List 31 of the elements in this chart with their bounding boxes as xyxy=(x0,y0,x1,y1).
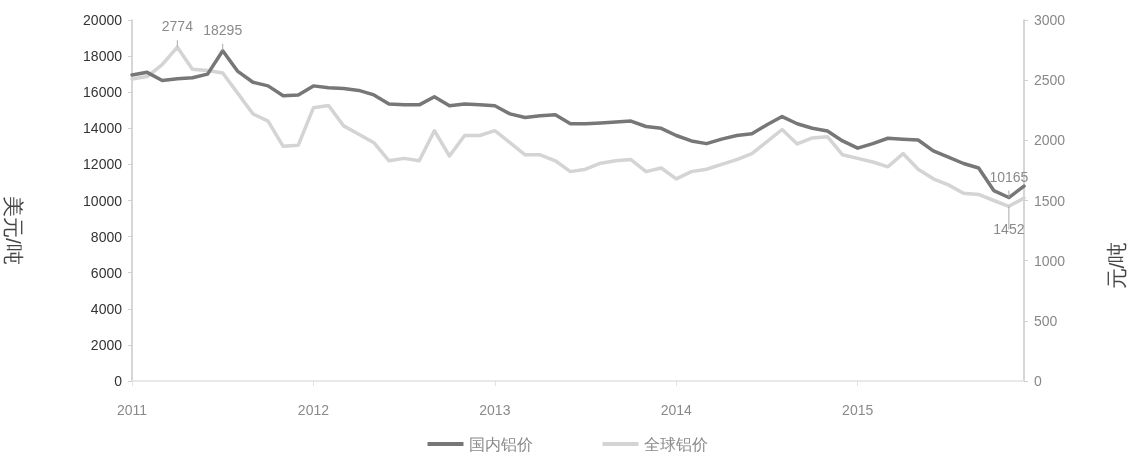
y-tick-label: 16000 xyxy=(83,84,123,101)
x-tick-label: 2014 xyxy=(660,402,693,418)
y-tick-label: 12000 xyxy=(83,156,123,173)
y2-tick-label: 2500 xyxy=(1034,72,1066,89)
y2-tick-label: 3000 xyxy=(1034,12,1066,28)
y2-tick-label: 500 xyxy=(1034,312,1058,329)
legend-label: 全球铝价 xyxy=(643,435,708,453)
y2-tick-label: 1000 xyxy=(1034,252,1066,269)
legend-label: 国内铝价 xyxy=(468,435,533,453)
data-label: 2774 xyxy=(161,18,194,35)
y-tick-label: 10000 xyxy=(83,192,123,209)
y-tick-label: 8000 xyxy=(90,228,123,245)
y-tick-label: 18000 xyxy=(83,48,123,65)
y-tick-label: 2000 xyxy=(90,336,123,353)
y2-axis-title: 元/吨 xyxy=(1105,241,1128,290)
y-tick-label: 20000 xyxy=(83,12,123,28)
data-label: 1452 xyxy=(993,221,1025,238)
y2-tick-label: 1500 xyxy=(1034,192,1066,209)
x-tick-label: 2012 xyxy=(297,402,330,418)
x-tick-label: 2013 xyxy=(479,402,511,418)
y-tick-label: 6000 xyxy=(90,264,123,281)
x-tick-label: 2011 xyxy=(116,402,148,418)
y2-tick-label: 2000 xyxy=(1034,132,1066,149)
x-tick-label: 2015 xyxy=(842,402,874,418)
y-tick-label: 14000 xyxy=(83,120,123,137)
y-tick-label: 4000 xyxy=(90,300,123,317)
y2-tick-label: 0 xyxy=(1034,373,1042,389)
data-label: 18295 xyxy=(203,21,243,38)
y-tick-label: 0 xyxy=(114,373,123,389)
data-label: 10165 xyxy=(989,168,1029,185)
y-axis-title: 美元/吨 xyxy=(2,196,25,265)
